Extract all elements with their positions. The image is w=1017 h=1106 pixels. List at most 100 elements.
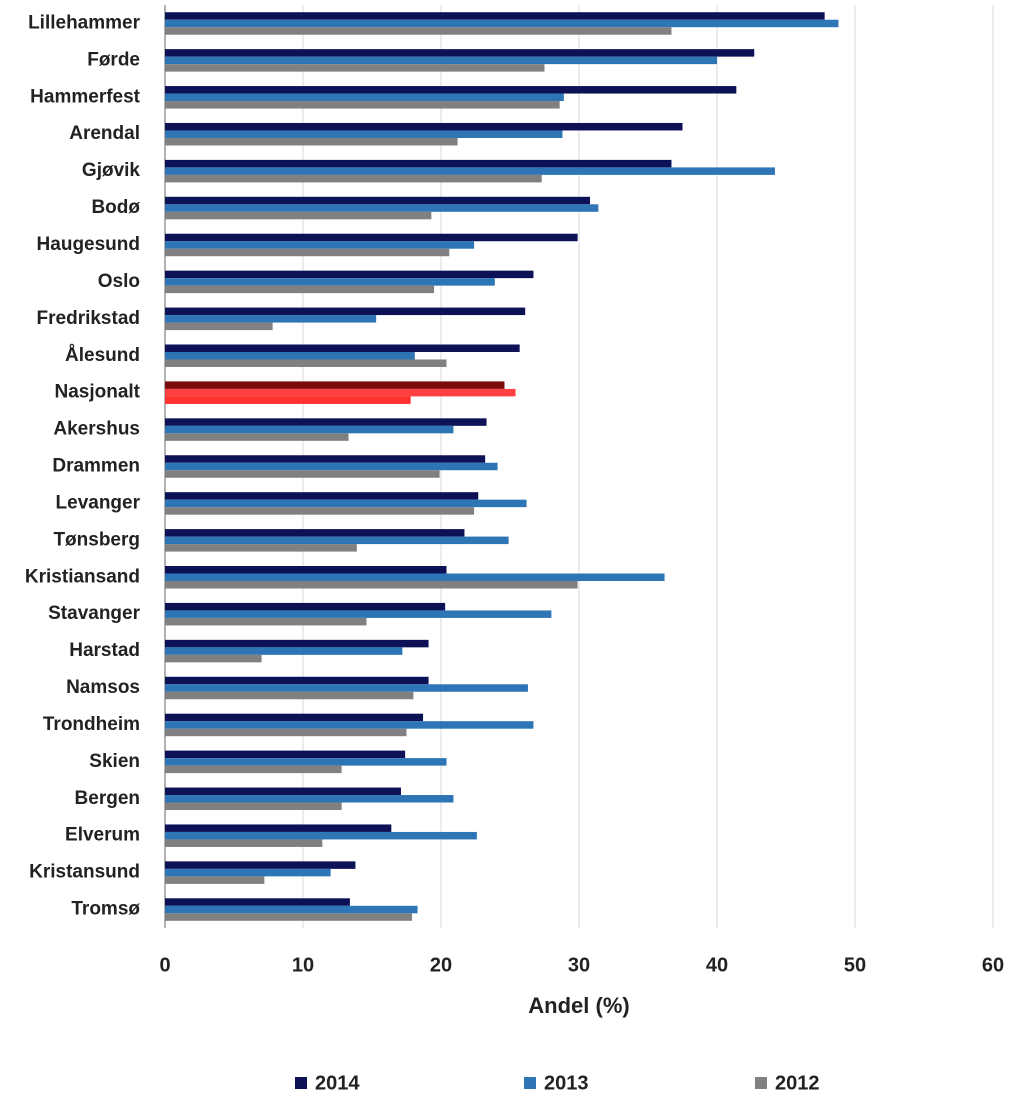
y-tick-label: Nasjonalt bbox=[54, 382, 140, 403]
y-tick-label: Bodø bbox=[91, 197, 140, 218]
bar bbox=[165, 861, 356, 869]
bar bbox=[165, 12, 825, 20]
bar bbox=[165, 566, 447, 574]
bar bbox=[165, 462, 498, 471]
bar bbox=[165, 425, 454, 434]
bar bbox=[165, 758, 447, 766]
legend-swatch bbox=[295, 1077, 307, 1089]
y-tick-label: Elverum bbox=[65, 825, 140, 846]
bar bbox=[165, 122, 683, 131]
y-tick-label: Arendal bbox=[69, 123, 140, 144]
bar bbox=[165, 470, 440, 478]
bar bbox=[165, 654, 262, 663]
bar bbox=[165, 750, 406, 759]
bar bbox=[165, 396, 411, 404]
bar bbox=[165, 86, 737, 94]
y-tick-label: Ålesund bbox=[65, 345, 140, 366]
bar bbox=[165, 684, 528, 692]
legend-label: 2013 bbox=[544, 1072, 589, 1094]
bar bbox=[165, 211, 432, 220]
x-axis-title: Andel (%) bbox=[528, 993, 629, 1018]
bar bbox=[165, 647, 403, 655]
bar bbox=[165, 876, 265, 884]
y-tick-label: Tromsø bbox=[71, 899, 140, 920]
bar bbox=[165, 433, 349, 441]
y-tick-label: Oslo bbox=[98, 271, 140, 292]
y-tick-label: Drammen bbox=[52, 456, 140, 477]
bar bbox=[165, 322, 273, 331]
bar bbox=[165, 721, 534, 729]
bar bbox=[165, 765, 342, 774]
bar bbox=[165, 137, 458, 146]
bar bbox=[165, 174, 542, 183]
bar bbox=[165, 381, 505, 389]
bar bbox=[165, 196, 591, 205]
y-tick-label: Harstad bbox=[69, 640, 140, 661]
bar bbox=[165, 241, 475, 249]
bar bbox=[165, 270, 534, 279]
x-tick-label: 50 bbox=[844, 954, 866, 976]
y-tick-label: Førde bbox=[87, 49, 140, 70]
bar bbox=[165, 64, 545, 72]
bar bbox=[165, 418, 487, 426]
bar bbox=[165, 278, 495, 286]
bar bbox=[165, 839, 323, 847]
bar bbox=[165, 204, 599, 212]
bar bbox=[165, 507, 475, 515]
y-tick-label: Bergen bbox=[75, 788, 140, 809]
y-tick-label: Kristiansand bbox=[25, 566, 140, 587]
y-tick-label: Tønsberg bbox=[53, 529, 140, 550]
x-tick-label: 40 bbox=[706, 954, 728, 976]
x-tick-label: 20 bbox=[430, 954, 452, 976]
bar bbox=[165, 130, 563, 138]
bar bbox=[165, 913, 413, 921]
bar bbox=[165, 93, 564, 102]
bar bbox=[165, 602, 446, 611]
y-tick-label: Akershus bbox=[53, 419, 140, 440]
bar bbox=[165, 285, 435, 294]
bar bbox=[165, 713, 424, 722]
x-tick-label: 0 bbox=[159, 954, 170, 976]
bar bbox=[165, 802, 342, 811]
bar bbox=[165, 728, 407, 737]
bar bbox=[165, 359, 447, 367]
bar bbox=[165, 795, 454, 803]
bar bbox=[165, 49, 755, 57]
bar bbox=[165, 307, 526, 316]
x-tick-label: 10 bbox=[292, 954, 314, 976]
bar bbox=[165, 315, 377, 323]
bar bbox=[165, 233, 578, 242]
bar bbox=[165, 167, 775, 175]
bar bbox=[165, 831, 477, 840]
bar bbox=[165, 639, 429, 648]
y-tick-label: Levanger bbox=[56, 492, 141, 513]
bar bbox=[165, 573, 665, 582]
y-tick-label: Stavanger bbox=[48, 603, 140, 624]
bar bbox=[165, 56, 717, 65]
bar bbox=[165, 787, 401, 796]
y-tick-label: Namsos bbox=[66, 677, 140, 698]
x-tick-label: 30 bbox=[568, 954, 590, 976]
y-tick-label: Hammerfest bbox=[30, 86, 140, 107]
legend-swatch bbox=[524, 1077, 536, 1089]
legend-label: 2014 bbox=[315, 1072, 360, 1094]
bar bbox=[165, 19, 839, 28]
x-tick-label: 60 bbox=[982, 954, 1004, 976]
bar bbox=[165, 248, 450, 257]
bar bbox=[165, 159, 672, 168]
bar bbox=[165, 27, 672, 35]
y-tick-label: Haugesund bbox=[37, 234, 140, 255]
y-tick-label: Fredrikstad bbox=[37, 308, 140, 329]
y-tick-label: Kristansund bbox=[29, 862, 140, 883]
y-tick-label: Trondheim bbox=[43, 714, 140, 735]
y-tick-label: Skien bbox=[89, 751, 140, 772]
y-tick-label: Gjøvik bbox=[82, 160, 141, 181]
bar bbox=[165, 492, 479, 500]
bar bbox=[165, 455, 486, 463]
bar bbox=[165, 544, 357, 552]
bar bbox=[165, 676, 429, 685]
bar bbox=[165, 691, 414, 700]
bar bbox=[165, 536, 509, 545]
bar bbox=[165, 581, 578, 589]
bar bbox=[165, 344, 520, 352]
